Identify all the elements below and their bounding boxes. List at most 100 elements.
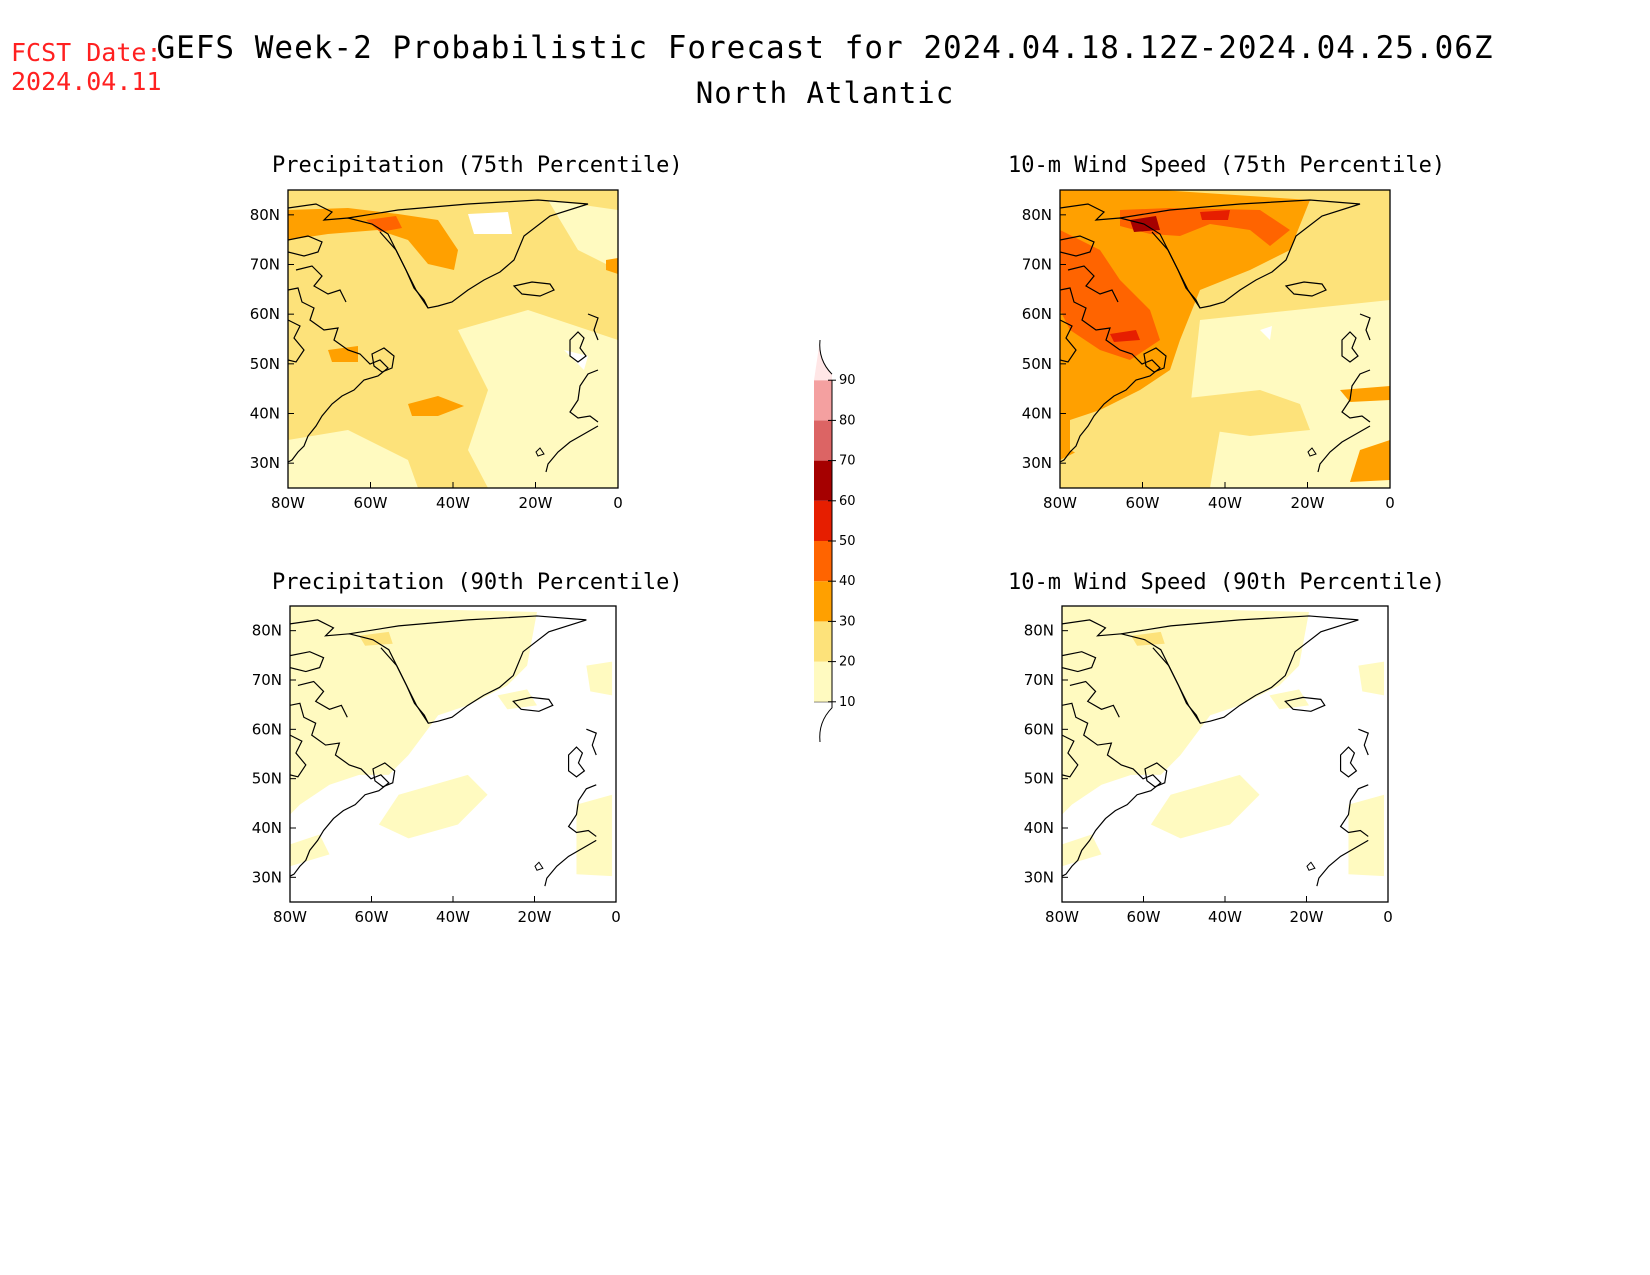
panel-title-precip75: Precipitation (75th Percentile) bbox=[272, 153, 683, 178]
lat-label: 60N bbox=[1022, 305, 1052, 323]
colorbar-bin bbox=[814, 420, 832, 461]
lon-label: 80W bbox=[271, 494, 305, 512]
colorbar-bin bbox=[814, 460, 832, 501]
lon-label: 40W bbox=[436, 494, 470, 512]
lon-label: 0 bbox=[613, 494, 623, 512]
lat-label: 40N bbox=[1022, 405, 1052, 423]
lon-label: 0 bbox=[1383, 908, 1393, 926]
shaded-region bbox=[497, 689, 537, 710]
shaded-region bbox=[359, 631, 393, 646]
lon-label: 20W bbox=[1290, 908, 1324, 926]
lat-label: 80N bbox=[252, 622, 282, 640]
map-panel-wind90: 80N 70N 60N 50N 40N 30N 80W 60W 40W 20W 0 bbox=[1024, 605, 1393, 926]
colorbar-label: 60 bbox=[839, 494, 856, 509]
lat-label: 40N bbox=[250, 405, 280, 423]
lon-label: 60W bbox=[1126, 494, 1160, 512]
lat-label: 30N bbox=[1024, 868, 1054, 886]
lat-label: 70N bbox=[250, 256, 280, 274]
lon-label: 20W bbox=[1291, 494, 1325, 512]
lat-label: 40N bbox=[252, 819, 282, 837]
lat-label: 70N bbox=[252, 671, 282, 689]
lat-label: 60N bbox=[1024, 720, 1054, 738]
shaded-region bbox=[468, 212, 512, 234]
shaded-region bbox=[1110, 330, 1140, 342]
colorbar-label: 20 bbox=[839, 655, 856, 670]
shaded-region bbox=[328, 346, 358, 362]
shaded-region bbox=[1269, 689, 1309, 710]
forecast-date: FCST Date: 2024.04.11 bbox=[11, 38, 162, 96]
colorbar-label: 80 bbox=[839, 413, 856, 428]
colorbar-bin bbox=[814, 541, 832, 582]
shaded-region bbox=[1060, 190, 1310, 460]
colorbar-label: 50 bbox=[839, 534, 856, 549]
shaded-region bbox=[1340, 386, 1390, 402]
shaded-region bbox=[1131, 631, 1165, 646]
shaded-region bbox=[1170, 390, 1310, 436]
lat-label: 70N bbox=[1024, 671, 1054, 689]
shaded-region bbox=[1200, 210, 1230, 220]
lon-label: 80W bbox=[273, 908, 307, 926]
shaded-region bbox=[1070, 410, 1120, 460]
colorbar: 10 20 30 40 50 60 70 80 90 bbox=[814, 339, 856, 743]
lat-label: 80N bbox=[1024, 622, 1054, 640]
shaded-region bbox=[288, 208, 458, 270]
lon-label: 80W bbox=[1043, 494, 1077, 512]
panel-title-precip90: Precipitation (90th Percentile) bbox=[272, 570, 683, 595]
figure-subtitle: North Atlantic bbox=[695, 76, 955, 110]
forecast-date-label: FCST Date: bbox=[11, 38, 162, 67]
lat-label: 50N bbox=[1024, 770, 1054, 788]
lat-label: 30N bbox=[1022, 454, 1052, 472]
colorbar-label: 10 bbox=[839, 695, 856, 710]
lat-label: 50N bbox=[252, 770, 282, 788]
colorbar-label: 90 bbox=[839, 373, 856, 388]
lat-label: 70N bbox=[1022, 256, 1052, 274]
lon-label: 40W bbox=[1208, 494, 1242, 512]
colorbar-lower-cap bbox=[814, 701, 833, 743]
lat-label: 60N bbox=[250, 305, 280, 323]
panel-title-wind75: 10-m Wind Speed (75th Percentile) bbox=[1008, 153, 1446, 178]
shaded-region bbox=[378, 774, 488, 839]
lat-label: 80N bbox=[1022, 206, 1052, 224]
shaded-region bbox=[1358, 661, 1385, 696]
shaded-region bbox=[586, 661, 613, 696]
shaded-region bbox=[1060, 230, 1160, 360]
lon-label: 0 bbox=[1385, 494, 1395, 512]
lon-label: 20W bbox=[518, 908, 552, 926]
colorbar-label: 70 bbox=[839, 454, 856, 469]
lon-label: 40W bbox=[436, 908, 470, 926]
shaded-region bbox=[408, 396, 464, 416]
shaded-region bbox=[288, 430, 418, 488]
lon-label: 60W bbox=[1127, 908, 1161, 926]
lon-label: 60W bbox=[354, 494, 388, 512]
lon-label: 80W bbox=[1045, 908, 1079, 926]
colorbar-bin bbox=[814, 500, 832, 541]
shaded-region bbox=[366, 216, 402, 232]
lon-label: 20W bbox=[519, 494, 553, 512]
shaded-region bbox=[1150, 774, 1260, 839]
lat-label: 30N bbox=[252, 868, 282, 886]
map-panel-precip90: 80N 70N 60N 50N 40N 30N 80W 60W 40W 20W 0 bbox=[252, 605, 621, 926]
lon-label: 40W bbox=[1208, 908, 1242, 926]
map-panel-wind75: 80N 70N 60N 50N 40N 30N 80W 60W 40W 20W 0 bbox=[1022, 189, 1395, 512]
shaded-region bbox=[1260, 326, 1272, 340]
shaded-region bbox=[606, 258, 618, 274]
colorbar-bin bbox=[814, 621, 832, 662]
shaded-region bbox=[1062, 606, 1309, 815]
shaded-region bbox=[548, 200, 618, 270]
colorbar-upper-cap bbox=[814, 340, 832, 381]
figure-title: GEFS Week-2 Probabilistic Forecast for 2… bbox=[156, 30, 1494, 66]
shaded-region bbox=[1120, 208, 1290, 246]
colorbar-bin bbox=[814, 380, 832, 421]
map-panel-precip75: 80N 70N 60N 50N 40N 30N 80W 60W 40W 20W 0 bbox=[250, 189, 623, 512]
colorbar-label: 40 bbox=[839, 574, 856, 589]
lat-label: 80N bbox=[250, 206, 280, 224]
colorbar-bin bbox=[814, 661, 832, 702]
colorbar-label: 30 bbox=[839, 614, 856, 629]
lat-label: 30N bbox=[250, 454, 280, 472]
lat-label: 60N bbox=[252, 720, 282, 738]
lat-label: 50N bbox=[250, 355, 280, 373]
shaded-region bbox=[1190, 300, 1390, 488]
lat-label: 50N bbox=[1022, 355, 1052, 373]
colorbar-bin bbox=[814, 581, 832, 622]
